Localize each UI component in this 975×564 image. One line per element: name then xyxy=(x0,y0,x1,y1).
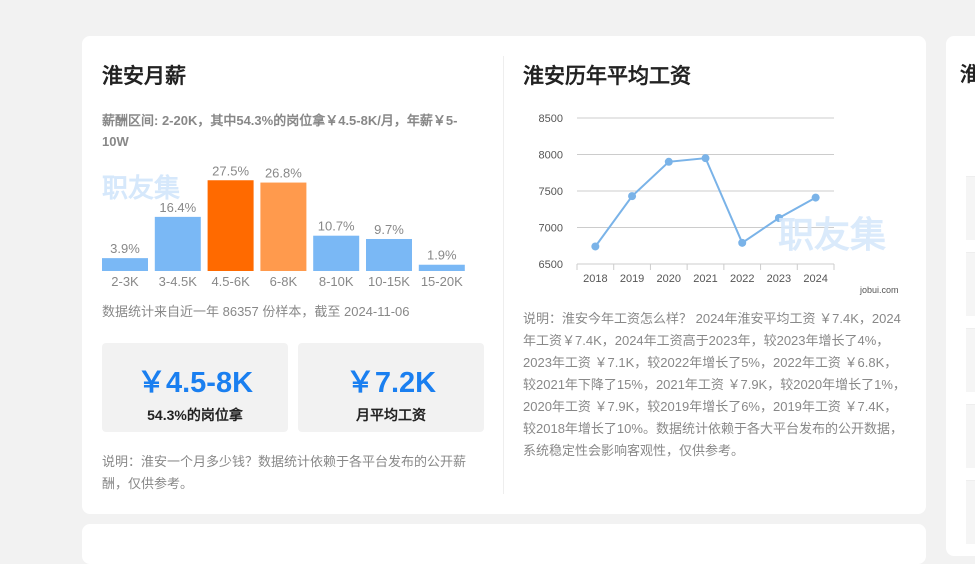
stat-label: 54.3%的岗位拿 xyxy=(147,407,243,423)
yearly-salary-note: 说明：淮安今年工资怎么样？ 2024年淮安平均工资 ￥7.4K，2024年工资￥… xyxy=(523,311,906,458)
data-point-2023 xyxy=(774,214,783,223)
average-salary-stat: ￥7.2K 月平均工资 xyxy=(298,343,484,432)
x-tick-label: 6-8K xyxy=(270,274,298,289)
monthly-salary-title: 淮安月薪 xyxy=(102,65,186,88)
side-row[interactable] xyxy=(966,404,975,468)
bar-2-3K xyxy=(102,258,148,271)
data-point-2022 xyxy=(738,238,747,247)
side-title: 淮 xyxy=(960,64,975,86)
x-tick-label: 2019 xyxy=(620,273,644,285)
side-card: 淮 xyxy=(946,36,975,556)
bar-6-8K xyxy=(260,182,307,271)
y-tick-label: 7500 xyxy=(539,186,563,198)
salary-range-stat: ￥4.5-8K 54.3%的岗位拿 xyxy=(102,343,288,432)
watermark: 职友集 xyxy=(778,214,887,255)
x-tick-label: 4.5-6K xyxy=(211,274,250,289)
stat-label: 月平均工资 xyxy=(356,407,426,423)
x-tick-label: 2024 xyxy=(803,273,827,285)
salary-summary: 薪酬区间: 2-20K，其中54.3%的岗位拿￥4.5-8K/月，年薪￥5-10… xyxy=(102,113,458,149)
data-point-2020 xyxy=(664,157,673,166)
x-tick-label: 2018 xyxy=(583,273,607,285)
watermark: 职友集 xyxy=(102,173,181,203)
x-tick-label: 2023 xyxy=(767,273,791,285)
bar-value-label: 9.7% xyxy=(374,222,404,237)
stat-value: ￥4.5-8K xyxy=(136,367,254,399)
y-tick-label: 7000 xyxy=(539,223,563,235)
y-tick-label: 6500 xyxy=(539,259,563,271)
data-point-2021 xyxy=(701,154,710,163)
x-tick-label: 3-4.5K xyxy=(159,274,198,289)
x-tick-label: 10-15K xyxy=(368,274,410,289)
x-tick-label: 2021 xyxy=(693,273,717,285)
data-point-2018 xyxy=(591,242,600,251)
y-tick-label: 8500 xyxy=(539,113,563,125)
yearly-salary-title: 淮安历年平均工资 xyxy=(523,65,691,88)
yearly-salary-chart: 6500 7000 7500 8000 8500 2018 2019 2020 2021 2022… xyxy=(539,113,835,285)
side-row[interactable] xyxy=(966,176,975,240)
bar-value-label: 27.5% xyxy=(212,163,249,178)
next-card xyxy=(82,524,926,564)
x-tick-label: 2-3K xyxy=(111,274,139,289)
bar-15-20K xyxy=(418,264,465,271)
x-tick-label: 2022 xyxy=(730,273,754,285)
data-point-2024 xyxy=(811,193,820,202)
data-source: 数据统计来自近一年 86357 份样本，截至 2024-11-06 xyxy=(102,304,410,319)
bar-4.5-6K xyxy=(207,180,254,271)
stat-value: ￥7.2K xyxy=(345,367,437,399)
bar-value-label: 26.8% xyxy=(265,166,302,181)
divider xyxy=(503,56,504,494)
x-tick-label: 2020 xyxy=(657,273,681,285)
side-row[interactable] xyxy=(966,252,975,316)
x-tick-label: 15-20K xyxy=(421,274,463,289)
side-row[interactable] xyxy=(966,328,975,392)
side-row[interactable] xyxy=(966,480,975,544)
credit: jobui.com xyxy=(860,285,899,295)
salary-distribution-chart: 3.9% 2-3K 16.4% 3-4.5K 27.5% 4.5-6K 26.8% 6-8K 1… xyxy=(102,163,465,289)
bar-value-label: 3.9% xyxy=(110,241,140,256)
data-point-2019 xyxy=(628,192,637,201)
bar-value-label: 16.4% xyxy=(159,200,196,215)
x-tick-label: 8-10K xyxy=(319,274,354,289)
salary-note: 说明：淮安一个月多少钱？数据统计依赖于各平台发布的公开薪酬，仅供参考。 xyxy=(102,454,467,491)
y-tick-label: 8000 xyxy=(539,150,563,162)
bar-value-label: 1.9% xyxy=(427,248,457,263)
bar-10-15K xyxy=(366,238,412,271)
bar-value-label: 10.7% xyxy=(318,219,355,234)
bar-8-10K xyxy=(313,235,360,271)
bar-3-4.5K xyxy=(154,216,201,271)
salary-card: 淮安月薪 薪酬区间: 2-20K，其中54.3%的岗位拿￥4.5-8K/月，年薪… xyxy=(82,36,926,514)
